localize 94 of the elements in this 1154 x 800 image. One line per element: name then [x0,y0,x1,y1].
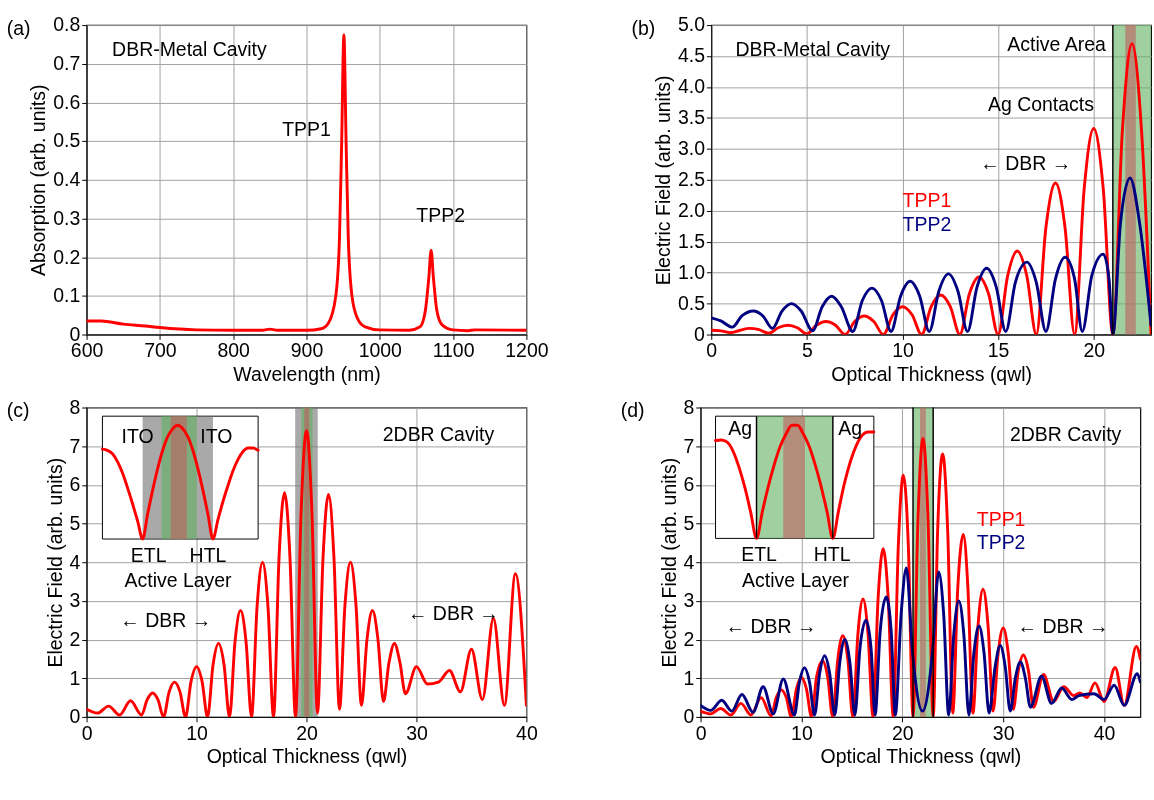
annotation: ITO [200,425,233,448]
annotation: HTL [813,542,851,565]
x-tick-label: 5 [801,339,813,362]
text: TPP2 [976,531,1026,554]
x-tick-label: 10 [791,721,813,744]
y-tick-label: 0.5 [677,291,705,314]
x-tick-label: 900 [290,339,324,362]
y-axis-title: Electric Field (arb. units) [43,457,66,668]
y-tick-label: 2.5 [677,168,705,191]
annotation: HTL [189,544,227,567]
x-tick-label: 700 [144,339,177,362]
x-tick-label: 1200 [505,339,549,362]
y-axis-title: Electric Field (arb. units) [657,457,680,668]
annotation: TPP2 [416,203,465,226]
chart-title: (a) [6,16,31,39]
y-axis-title: Electric Field (arb. units) [652,75,675,286]
y-tick-label: 3 [69,589,81,612]
y-tick-label: 0.5 [53,129,81,152]
y-tick-label: 7 [69,434,81,457]
y-tick-label: 8 [683,395,695,418]
y-tick-label: 2 [683,627,695,650]
y-tick-label: 2 [69,627,81,650]
annotation: Ag [838,417,863,440]
x-axis-title: Optical Thickness (qwl) [820,745,1022,768]
x-tick-label: 20 [891,721,914,744]
x-tick-label: 20 [296,721,318,744]
y-tick-label: 4 [69,550,81,573]
annotation: Active Area [1007,33,1106,56]
y-tick-label: 5 [69,511,81,534]
y-tick-label: 7 [683,434,695,457]
y-tick-label: 1 [69,666,81,689]
annotation: ← DBR → [408,601,499,624]
x-tick-label: 40 [516,721,538,744]
x-tick-label: 1100 [432,339,475,362]
y-tick-label: 0 [694,322,706,345]
chart-title: (c) [6,399,30,422]
y-tick-label: 0.1 [53,284,81,307]
x-axis-title: Wavelength (nm) [233,362,381,385]
y-tick-label: 2.0 [677,199,706,222]
annotation: 2DBR Cavity [382,422,495,445]
y-tick-label: 3.5 [677,106,705,129]
x-tick-label: 40 [1093,721,1116,744]
y-tick-label: 3 [683,589,695,612]
y-tick-label: 3.0 [677,137,706,160]
chart-title: (b) [631,16,656,39]
annotation: Active Layer [124,568,233,591]
y-tick-label: 0 [69,705,81,728]
annotation: 2DBR Cavity [1009,422,1122,445]
annotation: Active Layer [742,568,850,591]
x-tick-label: 30 [406,721,428,744]
y-tick-label: 5.0 [677,13,706,36]
y-tick-label: 5 [683,511,695,534]
y-tick-label: 4 [683,550,695,573]
y-tick-label: 0.4 [53,168,81,191]
annotation: Ag [728,417,753,440]
x-axis-title: Optical Thickness (qwl) [206,745,408,768]
y-tick-label: 4.0 [677,75,706,98]
x-tick-label: 10 [892,339,914,362]
series-label: TPP2 [902,212,952,235]
y-tick-label: 6 [69,473,81,496]
y-tick-label: 0.6 [53,90,81,113]
annotation: DBR-Metal Cavity [735,37,891,60]
annotation: ETL [130,544,167,567]
y-tick-label: 1.0 [677,260,706,283]
annotation: DBR-Metal Cavity [112,37,267,60]
y-tick-label: 4.5 [677,44,705,67]
annotation: ITO [121,425,154,448]
x-tick-label: 15 [987,339,1010,362]
annotation: ETL [741,542,778,565]
x-tick-label: 20 [1083,339,1106,362]
y-tick-label: 0.7 [53,52,81,75]
y-tick-label: 1 [683,666,695,689]
annotation: ← DBR → [1017,615,1109,638]
annotation: ← DBR → [120,608,212,631]
annotation: Ag Contacts [987,93,1095,116]
y-tick-label: 1.5 [677,230,705,253]
x-tick-label: 1000 [358,339,403,362]
x-axis-title: Optical Thickness (qwl) [831,362,1033,385]
text: TPP1 [902,189,952,212]
chart-title: (d) [620,399,645,422]
annotation: ← DBR → [725,615,817,638]
y-tick-label: 6 [683,473,695,496]
x-tick-label: 30 [992,721,1015,744]
annotation: TPP1 [282,118,331,141]
x-tick-label: 10 [186,721,209,744]
y-tick-label: 8 [69,395,81,418]
annotation: ← DBR → [980,152,1072,175]
y-tick-label: 0.8 [53,13,81,36]
y-tick-label: 0.2 [53,245,81,268]
y-axis-title: Absorption (arb. units) [27,84,50,277]
y-tick-label: 0.3 [53,206,81,229]
x-tick-label: 800 [217,339,251,362]
y-tick-label: 0 [683,705,695,728]
series-label: TPP1 [976,507,1026,530]
